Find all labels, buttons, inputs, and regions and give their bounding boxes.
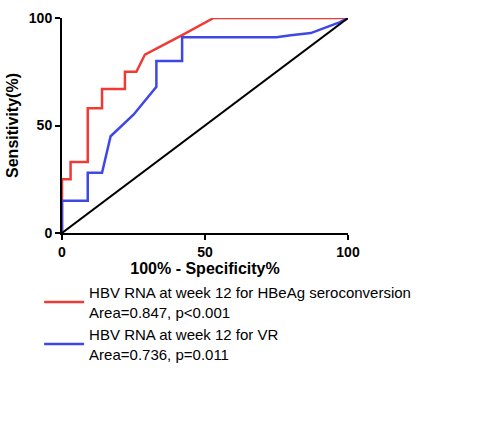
svg-text:100% - Specificity%: 100% - Specificity%: [130, 260, 279, 277]
svg-text:50: 50: [197, 244, 213, 260]
svg-text:0: 0: [44, 225, 52, 241]
svg-text:50: 50: [37, 117, 53, 133]
svg-text:Sensitivity(%): Sensitivity(%): [4, 73, 21, 178]
svg-text:HBV RNA at week 12 for VRArea=: HBV RNA at week 12 for VRArea=0.736, p=0…: [89, 326, 278, 363]
svg-text:100: 100: [336, 244, 360, 260]
svg-text:0: 0: [58, 244, 66, 260]
svg-text:HBV RNA at week 12 for HBeAg s: HBV RNA at week 12 for HBeAg seroconvers…: [89, 284, 411, 321]
svg-text:100: 100: [29, 10, 53, 26]
